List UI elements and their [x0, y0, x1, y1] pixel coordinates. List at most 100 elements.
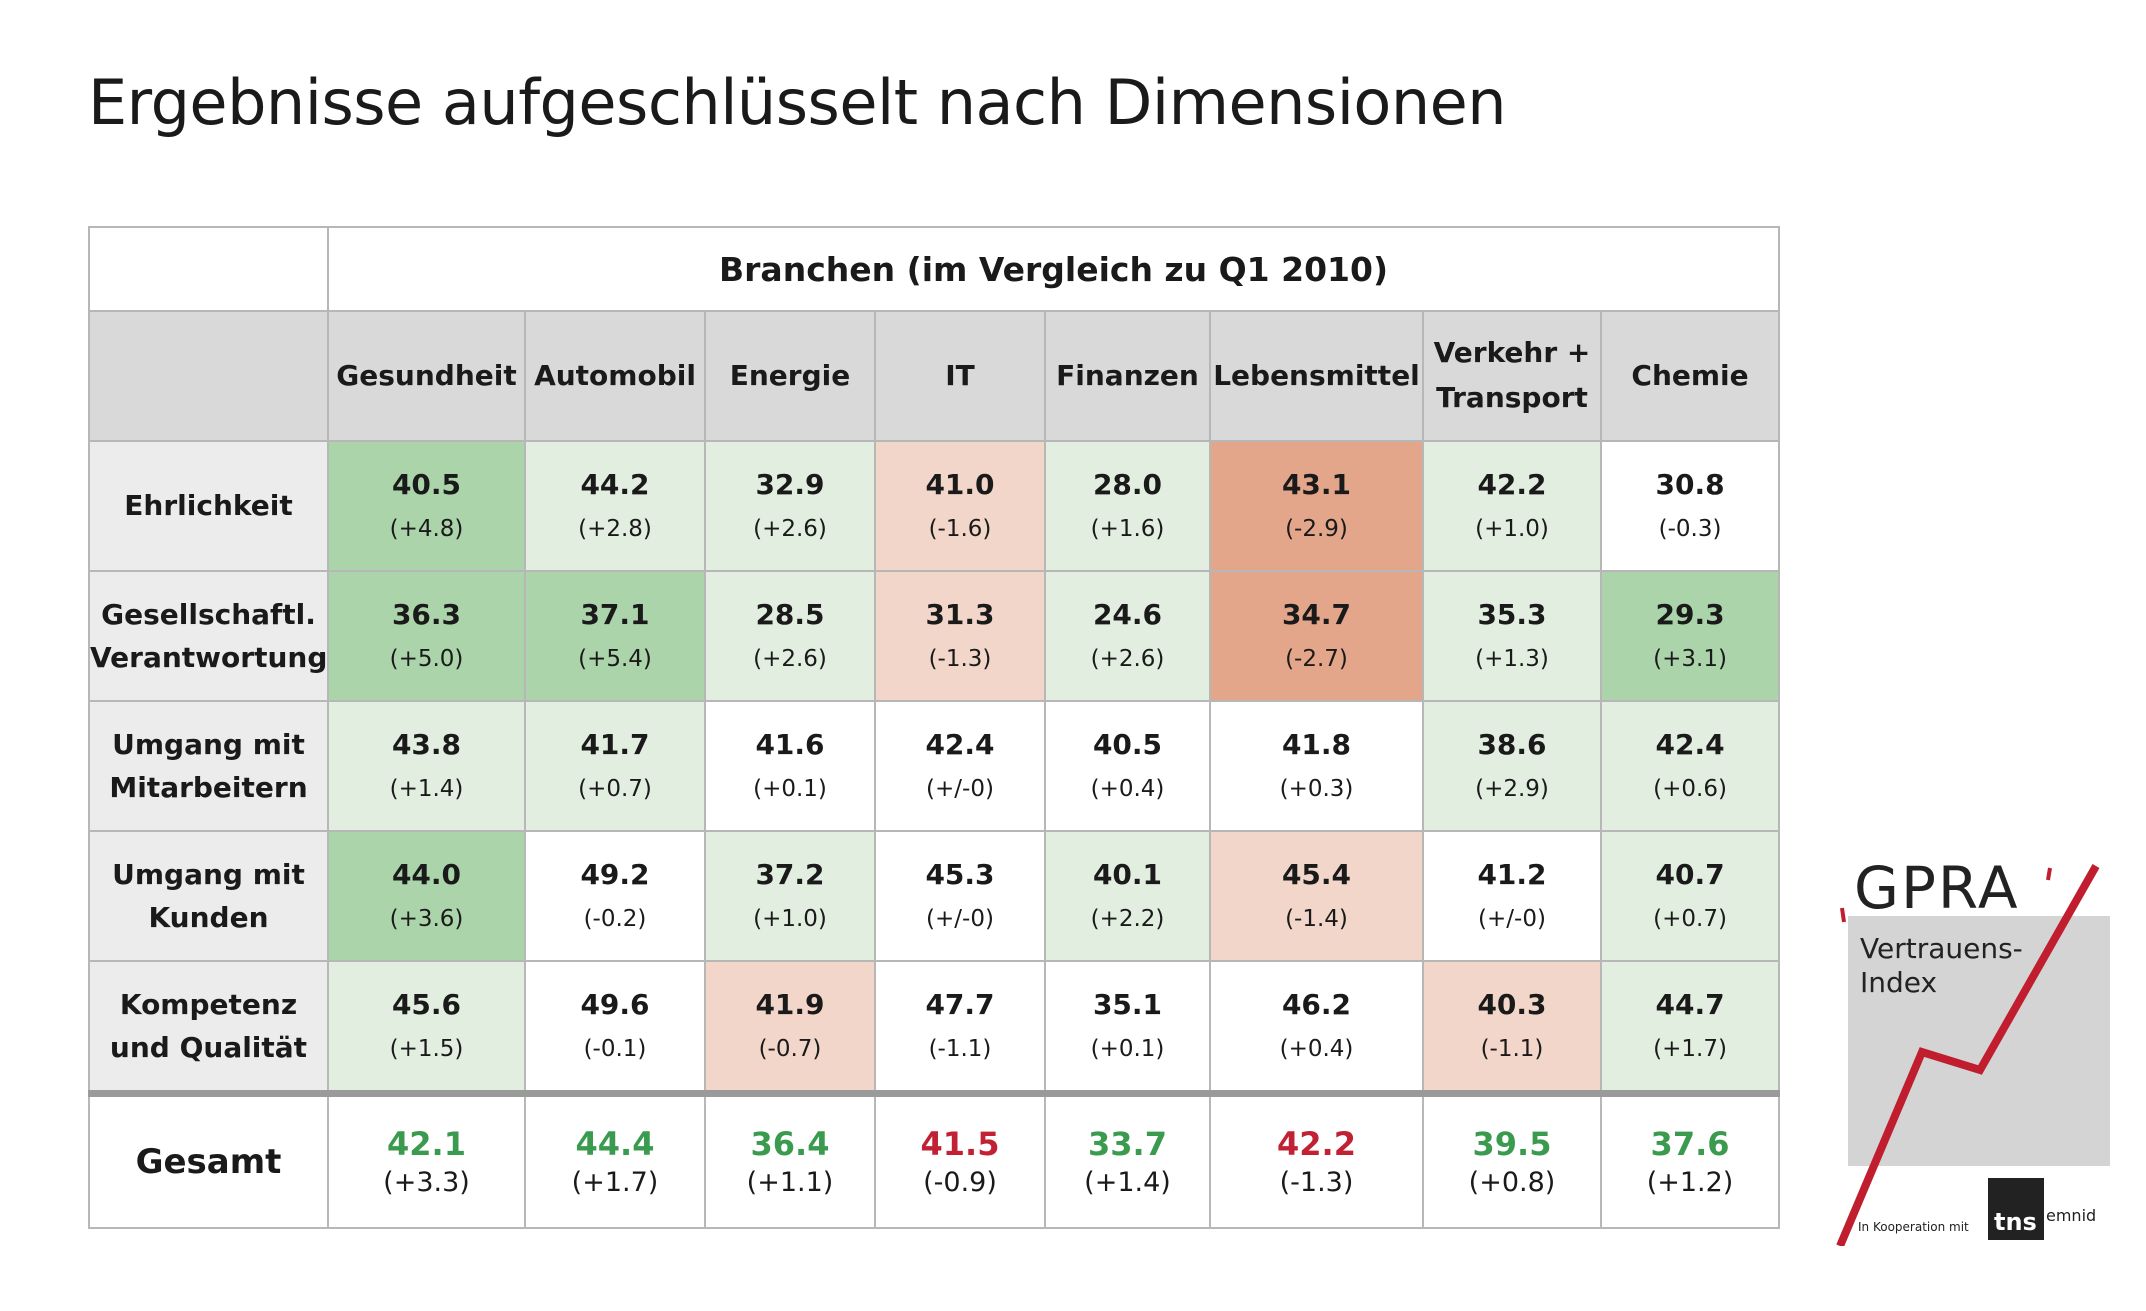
cell-value: 42.2 — [1477, 468, 1547, 502]
corner-cell-gray — [88, 310, 329, 442]
cell-value: 30.8 — [1655, 468, 1725, 502]
total-cell: 36.4 (+1.1) — [704, 1090, 876, 1229]
total-change: (+1.7) — [571, 1167, 659, 1198]
table-cell: 44.2 (+2.8) — [524, 440, 706, 572]
cell-value: 47.7 — [925, 988, 995, 1022]
table-cell: 45.6 (+1.5) — [327, 960, 526, 1095]
total-change: (-1.3) — [1279, 1167, 1354, 1198]
logo-gpra-text: GPRA — [1854, 854, 2020, 922]
cell-change: (+0.4) — [1279, 1036, 1354, 1062]
cell-change: (+0.1) — [1090, 1036, 1165, 1062]
corner-cell — [88, 226, 329, 312]
cell-value: 40.1 — [1092, 858, 1163, 892]
cell-change: (+2.9) — [1475, 776, 1549, 802]
cell-change: (-1.1) — [1480, 1036, 1544, 1062]
cell-change: (+1.4) — [389, 776, 464, 802]
cell-value: 45.3 — [925, 858, 995, 892]
table-cell: 30.8 (-0.3) — [1599, 440, 1781, 572]
logo-subtitle: Vertrauens- Index — [1860, 932, 2023, 999]
total-change: (+0.8) — [1468, 1167, 1556, 1198]
table-cell: 40.7 (+0.7) — [1599, 830, 1781, 962]
table-cell: 38.6 (+2.9) — [1422, 700, 1602, 832]
cell-value: 44.7 — [1655, 988, 1725, 1022]
total-cell: 33.7 (+1.4) — [1044, 1090, 1211, 1229]
cell-change: (+0.7) — [1653, 906, 1727, 932]
cell-change: (+2.6) — [753, 516, 827, 542]
cell-change: (-0.7) — [758, 1036, 822, 1062]
table-cell: 43.1 (-2.9) — [1209, 440, 1424, 572]
table-cell: 46.2 (+0.4) — [1209, 960, 1424, 1095]
cell-value: 44.2 — [580, 468, 650, 502]
logo-partner-short: tns — [1994, 1208, 2037, 1236]
table-cell: 34.7 (-2.7) — [1209, 570, 1424, 702]
total-row: Gesamt 42.1 (+3.3) 44.4 (+1.7) 36.4 (+1.1) 41.5… — [88, 1090, 1781, 1229]
table-cell: 44.7 (+1.7) — [1599, 960, 1781, 1095]
table-cell: 45.3 (+/-0) — [874, 830, 1046, 962]
column-header-label: IT — [945, 358, 975, 392]
cell-value: 45.4 — [1281, 858, 1352, 892]
cell-change: (+1.0) — [1475, 516, 1549, 542]
cell-change: (-0.1) — [583, 1036, 647, 1062]
total-cell: 42.2 (-1.3) — [1209, 1090, 1424, 1229]
results-table: Branchen (im Vergleich zu Q1 2010) Gesun… — [88, 226, 1781, 1229]
cell-value: 32.9 — [755, 468, 825, 502]
cell-value: 41.8 — [1281, 728, 1352, 762]
column-header-label: Gesundheit — [336, 358, 517, 392]
cell-change: (+2.2) — [1090, 906, 1165, 932]
table-cell: 41.6 (+0.1) — [704, 700, 876, 832]
cell-change: (+/-0) — [1478, 906, 1546, 932]
row-label: Gesellschaftl. Verantwortung — [88, 570, 329, 702]
table-cell: 42.2 (+1.0) — [1422, 440, 1602, 572]
cell-value: 24.6 — [1092, 598, 1163, 632]
total-cell: 42.1 (+3.3) — [327, 1090, 526, 1229]
total-cell: 37.6 (+1.2) — [1599, 1090, 1781, 1229]
total-cell: 44.4 (+1.7) — [524, 1090, 706, 1229]
cell-change: (+5.0) — [389, 646, 464, 672]
branchen-header: Branchen (im Vergleich zu Q1 2010) — [326, 226, 1781, 312]
gpra-logo: GPRA Vertrauens- Index In Kooperation mi… — [1828, 854, 2128, 1246]
table-row: Gesellschaftl. Verantwortung 36.3 (+5.0) 37… — [88, 570, 1781, 702]
cell-change: (+4.8) — [389, 516, 464, 542]
column-header: Finanzen — [1044, 310, 1211, 442]
cell-value: 49.6 — [580, 988, 650, 1022]
table-cell: 40.3 (-1.1) — [1422, 960, 1602, 1095]
table-cell: 41.9 (-0.7) — [704, 960, 876, 1095]
cell-value: 31.3 — [925, 598, 995, 632]
table-cell: 28.0 (+1.6) — [1044, 440, 1211, 572]
cell-value: 44.0 — [391, 858, 462, 892]
cell-value: 46.2 — [1281, 988, 1352, 1022]
cell-change: (+2.6) — [753, 646, 827, 672]
cell-value: 40.3 — [1477, 988, 1547, 1022]
table-cell: 40.5 (+0.4) — [1044, 700, 1211, 832]
cell-value: 43.8 — [391, 728, 462, 762]
table-cell: 29.3 (+3.1) — [1599, 570, 1781, 702]
table-cell: 42.4 (+0.6) — [1599, 700, 1781, 832]
row-label: Kompetenz und Qualität — [88, 960, 329, 1095]
cell-change: (-0.3) — [1658, 516, 1722, 542]
cell-change: (+0.6) — [1653, 776, 1727, 802]
cell-value: 41.7 — [580, 728, 650, 762]
table-cell: 37.2 (+1.0) — [704, 830, 876, 962]
cell-change: (+0.1) — [753, 776, 827, 802]
cell-value: 35.1 — [1092, 988, 1163, 1022]
logo-subtitle-line1: Vertrauens- — [1860, 932, 2023, 965]
cell-change: (+1.7) — [1653, 1036, 1727, 1062]
cell-change: (-1.4) — [1285, 906, 1348, 932]
row-label: Umgang mit Mitarbeitern — [88, 700, 329, 832]
table-cell: 40.1 (+2.2) — [1044, 830, 1211, 962]
cell-value: 37.1 — [580, 598, 650, 632]
row-label: Ehrlichkeit — [88, 440, 329, 572]
table-cell: 43.8 (+1.4) — [327, 700, 526, 832]
column-header-label: Chemie — [1631, 358, 1749, 392]
table-cell: 32.9 (+2.6) — [704, 440, 876, 572]
column-header: Automobil — [524, 310, 706, 442]
total-change: (+1.1) — [746, 1167, 834, 1198]
cell-change: (+5.4) — [578, 646, 652, 672]
column-header: Energie — [704, 310, 876, 442]
column-header-label: Energie — [729, 358, 851, 392]
trend-line-icon — [1836, 864, 2100, 1246]
table-row: Umgang mit Kunden 44.0 (+3.6) 49.2 (-0.2) 37.… — [88, 830, 1781, 962]
cell-change: (+2.8) — [578, 516, 652, 542]
cell-value: 41.2 — [1477, 858, 1547, 892]
table-cell: 44.0 (+3.6) — [327, 830, 526, 962]
